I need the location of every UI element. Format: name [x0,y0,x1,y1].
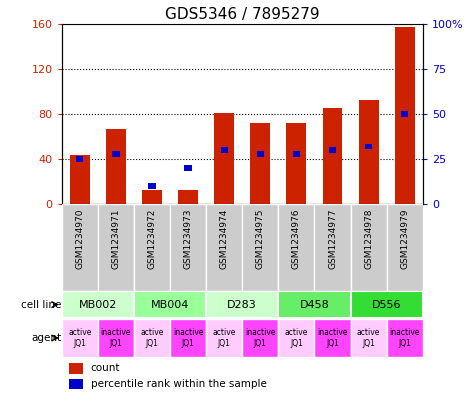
Text: GSM1234971: GSM1234971 [112,209,120,269]
Bar [178,190,198,204]
Bar [206,291,278,318]
Bar [314,204,351,291]
Bar [351,291,423,318]
Text: active
JQ1: active JQ1 [285,328,308,348]
Bar [134,204,170,291]
Bar [70,155,90,204]
Bar [278,291,351,318]
Text: GSM1234975: GSM1234975 [256,209,265,269]
Bar [69,363,84,373]
Text: agent: agent [31,333,61,343]
Bar [278,319,314,357]
Text: GSM1234972: GSM1234972 [148,209,156,269]
Bar [242,204,278,291]
Text: percentile rank within the sample: percentile rank within the sample [91,379,266,389]
Text: GSM1234978: GSM1234978 [364,209,373,269]
Bar [76,156,84,162]
Text: inactive
JQ1: inactive JQ1 [101,328,131,348]
Bar [134,319,170,357]
Bar [98,204,134,291]
Text: active
JQ1: active JQ1 [212,328,236,348]
Bar [401,111,408,117]
Bar [387,204,423,291]
Text: D283: D283 [228,299,257,310]
Bar [387,319,423,357]
Text: MB002: MB002 [79,299,117,310]
Text: GSM1234979: GSM1234979 [400,209,409,269]
Text: GSM1234976: GSM1234976 [292,209,301,269]
Text: inactive
JQ1: inactive JQ1 [245,328,275,348]
Text: active
JQ1: active JQ1 [68,328,92,348]
Bar [69,379,84,389]
Title: GDS5346 / 7895279: GDS5346 / 7895279 [165,7,320,22]
Bar [242,319,278,357]
Text: inactive
JQ1: inactive JQ1 [390,328,420,348]
Bar [365,144,372,149]
Bar [148,184,156,189]
Bar [351,204,387,291]
Bar [214,113,234,204]
Text: D556: D556 [372,299,401,310]
Text: cell line: cell line [20,299,61,310]
Bar [184,165,192,171]
Bar [323,108,342,204]
Bar [62,204,98,291]
Bar [62,291,134,318]
Bar [359,101,379,204]
Bar [170,204,206,291]
Bar [112,151,120,156]
Bar [206,204,242,291]
Text: GSM1234973: GSM1234973 [184,209,192,269]
Bar [351,319,387,357]
Bar [98,319,134,357]
Bar [256,151,264,156]
Bar [278,204,314,291]
Bar [286,123,306,204]
Text: inactive
JQ1: inactive JQ1 [173,328,203,348]
Bar [220,147,228,153]
Bar [293,151,300,156]
Bar [142,190,162,204]
Text: GSM1234977: GSM1234977 [328,209,337,269]
Bar [206,319,242,357]
Bar [329,147,336,153]
Bar [395,27,415,204]
Text: active
JQ1: active JQ1 [140,328,164,348]
Bar [250,123,270,204]
Text: GSM1234974: GSM1234974 [220,209,228,269]
Text: active
JQ1: active JQ1 [357,328,380,348]
Text: GSM1234970: GSM1234970 [76,209,84,269]
Bar [62,319,98,357]
Text: inactive
JQ1: inactive JQ1 [317,328,348,348]
Bar [134,291,206,318]
Bar [314,319,351,357]
Text: count: count [91,363,120,373]
Bar [170,319,206,357]
Text: MB004: MB004 [151,299,189,310]
Bar [106,129,126,204]
Text: D458: D458 [300,299,329,310]
